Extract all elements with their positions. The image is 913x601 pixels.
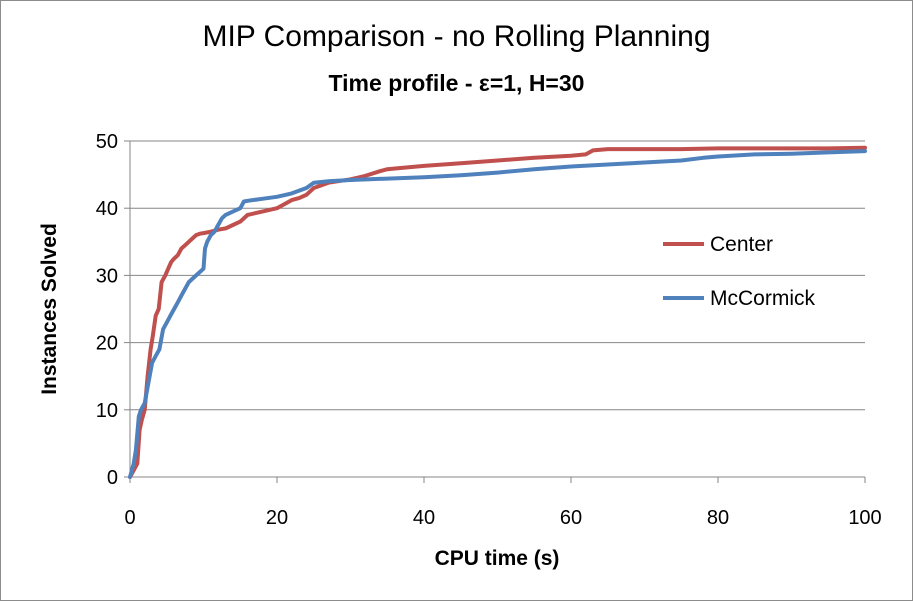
y-axis-label: Instances Solved [38, 223, 61, 395]
chart-title: MIP Comparison - no Rolling Planning [202, 20, 711, 53]
series-line-mccormick [128, 149, 867, 479]
series-line-center [128, 145, 867, 479]
series-lines [128, 145, 867, 479]
gridlines [130, 140, 865, 411]
legend-label-center: Center [710, 233, 773, 256]
y-tick-label-0: 0 [107, 467, 118, 489]
x-tick-label-100: 100 [848, 507, 881, 529]
x-tick-label-20: 20 [266, 507, 288, 529]
legend-label-mccormick: McCormick [710, 287, 815, 310]
x-tick-label-60: 60 [560, 507, 582, 529]
x-axis-label: CPU time (s) [435, 547, 560, 570]
y-tick-label-20: 20 [96, 333, 118, 355]
y-tick-label-40: 40 [96, 198, 118, 220]
y-tick-label-10: 10 [96, 400, 118, 422]
chart-subtitle: Time profile - ε=1, H=30 [328, 70, 585, 96]
y-tick-label-30: 30 [96, 265, 118, 287]
y-tick-label-50: 50 [96, 131, 118, 153]
legend: Center McCormick [663, 233, 815, 310]
x-tick-label-40: 40 [413, 507, 435, 529]
x-tick-label-80: 80 [707, 507, 729, 529]
axes: 0 10 20 30 40 50 0 20 40 60 80 100 [96, 131, 882, 529]
x-tick-label-0: 0 [124, 507, 135, 529]
